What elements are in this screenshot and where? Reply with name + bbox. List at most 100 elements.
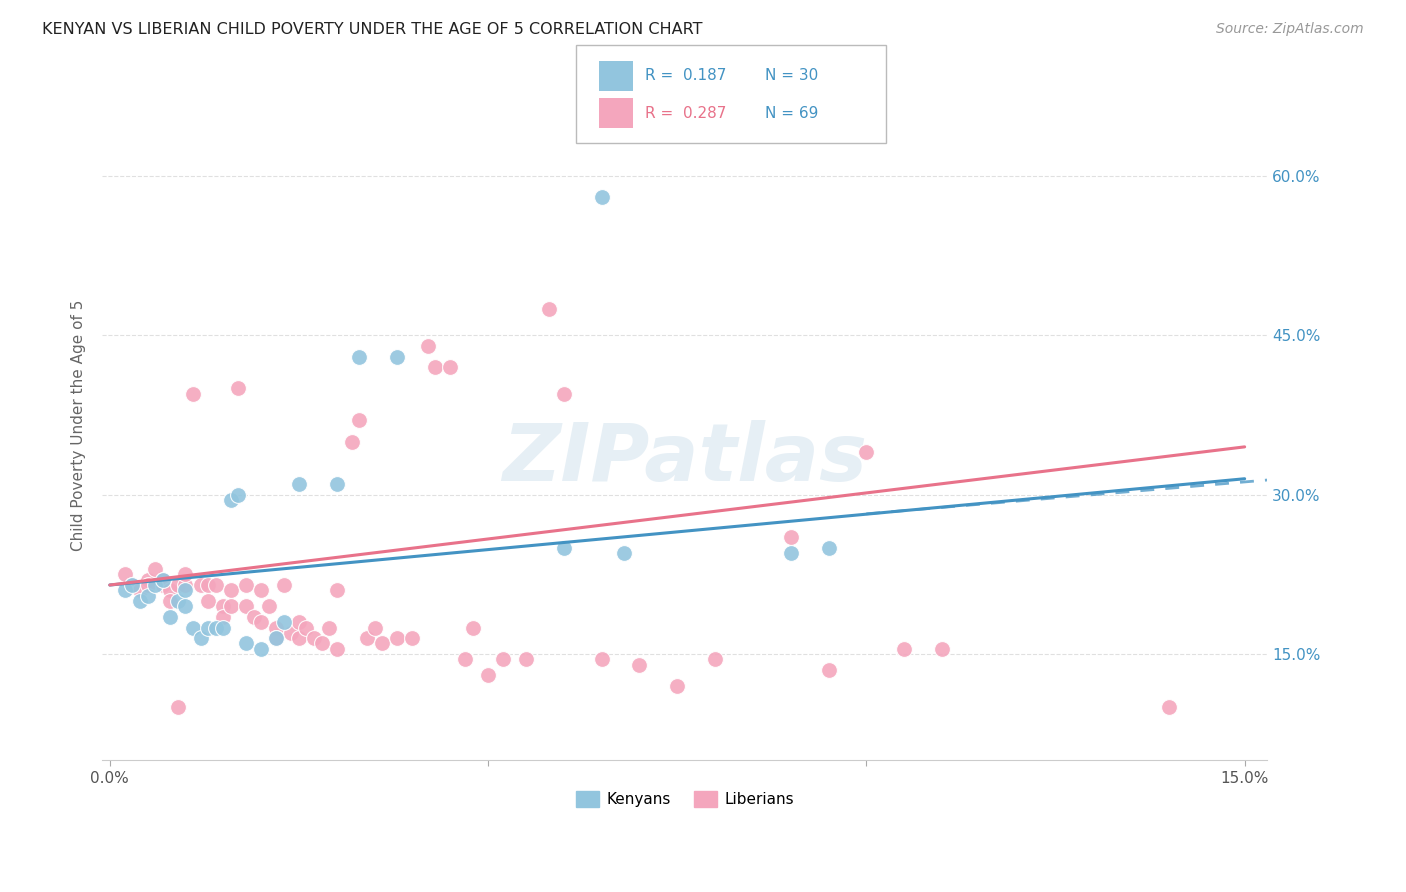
Point [704,652,727,666]
Point [204,621,226,635]
Point [264,631,287,645]
Point [273,615,295,630]
Legend: Kenyans, Liberians: Kenyans, Liberians [569,785,800,813]
Point [280,625,302,640]
Point [235,636,257,650]
Point [121,578,143,592]
Point [190,578,212,592]
Point [235,578,257,592]
Point [295,621,318,635]
Point [143,562,166,576]
Point [174,599,197,614]
Point [159,610,181,624]
Point [591,652,613,666]
Point [121,578,143,592]
Point [931,641,953,656]
Point [1157,700,1180,714]
Point [204,578,226,592]
Point [181,386,204,401]
Point [340,434,363,449]
Point [228,381,250,395]
Point [416,339,439,353]
Point [349,350,371,364]
Point [250,615,273,630]
Point [273,578,295,592]
Point [190,631,212,645]
Point [167,594,190,608]
Point [591,190,613,204]
Point [401,631,423,645]
Point [363,621,385,635]
Point [817,663,839,677]
Point [817,541,839,555]
Point [553,541,575,555]
Y-axis label: Child Poverty Under the Age of 5: Child Poverty Under the Age of 5 [72,300,86,551]
Point [197,578,219,592]
Point [159,583,181,598]
Text: Source: ZipAtlas.com: Source: ZipAtlas.com [1216,22,1364,37]
Point [219,583,242,598]
Point [371,636,394,650]
Point [553,386,575,401]
Point [893,641,915,656]
Point [235,599,257,614]
Point [219,599,242,614]
Point [242,610,264,624]
Point [628,657,651,672]
Point [318,621,340,635]
Point [387,350,409,364]
Point [302,631,325,645]
Point [114,567,136,582]
Point [537,301,560,316]
Point [174,578,197,592]
Point [228,488,250,502]
Point [264,631,287,645]
Point [129,594,152,608]
Point [136,589,159,603]
Point [454,652,477,666]
Point [250,583,273,598]
Point [212,599,235,614]
Point [212,621,235,635]
Point [779,546,801,560]
Point [250,641,273,656]
Point [326,641,349,656]
Point [159,594,181,608]
Point [477,668,499,682]
Point [181,621,204,635]
Point [387,631,409,645]
Point [197,621,219,635]
Point [152,573,174,587]
Point [114,583,136,598]
Point [167,578,190,592]
Point [197,594,219,608]
Point [349,413,371,427]
Point [174,567,197,582]
Point [143,578,166,592]
Point [288,615,311,630]
Text: R =  0.187: R = 0.187 [645,69,727,83]
Point [515,652,537,666]
Point [136,573,159,587]
Text: KENYAN VS LIBERIAN CHILD POVERTY UNDER THE AGE OF 5 CORRELATION CHART: KENYAN VS LIBERIAN CHILD POVERTY UNDER T… [42,22,703,37]
Point [613,546,636,560]
Point [174,583,197,598]
Text: ZIPatlas: ZIPatlas [502,420,868,498]
Point [356,631,378,645]
Point [666,679,689,693]
Point [288,631,311,645]
Point [167,700,190,714]
Point [136,578,159,592]
Point [311,636,333,650]
Text: N = 30: N = 30 [765,69,818,83]
Point [439,360,461,375]
Point [129,583,152,598]
Point [152,578,174,592]
Point [212,610,235,624]
Text: N = 69: N = 69 [765,106,818,120]
Point [492,652,515,666]
Text: R =  0.287: R = 0.287 [645,106,727,120]
Point [326,477,349,491]
Point [257,599,280,614]
Point [461,621,484,635]
